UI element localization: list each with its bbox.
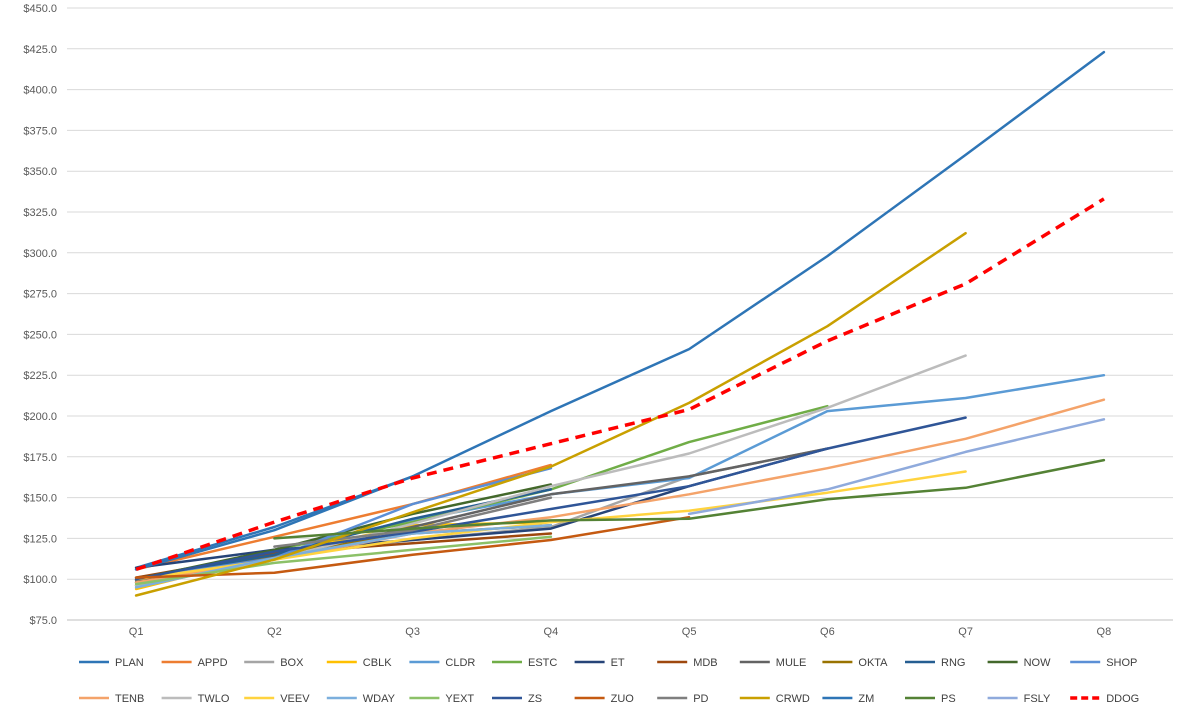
series-line-fsly [687, 418, 1106, 516]
legend-item-ps: PS [905, 693, 956, 705]
legend-label: OKTA [858, 657, 888, 669]
legend-label: PS [941, 693, 956, 705]
series-line-ddog [135, 197, 1105, 572]
series-line-pd [273, 496, 553, 548]
legend-item-rng: RNG [905, 657, 965, 669]
series-line-zuo [134, 515, 691, 579]
legend-item-cblk: CBLK [326, 657, 392, 669]
legend-label: PD [693, 693, 708, 705]
legend-label: VEEV [280, 693, 310, 705]
legend-item-veev: VEEV [244, 693, 310, 705]
legend-item-zuo: ZUO [574, 693, 635, 705]
legend-label: TENB [115, 693, 144, 705]
legend-label: FSLY [1024, 693, 1051, 705]
y-tick-label: $200.0 [23, 411, 57, 423]
legend-item-et: ET [574, 657, 625, 669]
y-tick-label: $75.0 [29, 615, 57, 627]
legend-label: WDAY [363, 693, 396, 705]
legend-item-pd: PD [657, 693, 709, 705]
y-tick-label: $275.0 [23, 289, 57, 301]
y-axis-ticks: $75.0 $100.0 $125.0 $150.0 $175.0 $200.0 $225.… [23, 3, 57, 627]
x-tick-label: Q1 [129, 626, 144, 638]
legend-label: SHOP [1106, 657, 1137, 669]
legend-label: MDB [693, 657, 717, 669]
legend-label: CLDR [445, 657, 475, 669]
y-tick-label: $450.0 [23, 3, 57, 15]
legend-item-estc: ESTC [492, 657, 557, 669]
x-axis-ticks: Q1 Q2 Q3 Q4 Q5 Q6 Q7 Q8 [129, 626, 1111, 638]
legend-label: YEXT [445, 693, 474, 705]
legend-label: RNG [941, 657, 965, 669]
legend-label: MULE [776, 657, 807, 669]
x-tick-label: Q7 [958, 626, 973, 638]
series-line-appd [134, 463, 553, 571]
x-tick-label: Q8 [1097, 626, 1112, 638]
y-tick-label: $125.0 [23, 533, 57, 545]
legend-item-okta: OKTA [822, 657, 888, 669]
legend-label: CRWD [776, 693, 810, 705]
series-line-yext [134, 535, 553, 586]
x-tick-label: Q3 [405, 626, 420, 638]
legend-label: ZUO [611, 693, 635, 705]
legend-item-now: NOW [987, 657, 1052, 669]
series-line-crwd [134, 231, 967, 597]
y-tick-label: $175.0 [23, 452, 57, 464]
legend-label: CBLK [363, 657, 392, 669]
legend-item-crwd: CRWD [739, 693, 810, 705]
legend-item-fsly: FSLY [987, 693, 1051, 705]
series-line-ps [273, 458, 1106, 540]
x-tick-label: Q5 [682, 626, 697, 638]
y-tick-label: $375.0 [23, 125, 57, 137]
y-tick-label: $425.0 [23, 44, 57, 56]
legend-label: APPD [198, 657, 228, 669]
legend-item-ddog: DDOG [1070, 693, 1139, 705]
y-tick-label: $325.0 [23, 207, 57, 219]
legend-label: TWLO [198, 693, 230, 705]
legend-label: NOW [1024, 657, 1052, 669]
legend-item-yext: YEXT [409, 693, 474, 705]
legend-item-tenb: TENB [79, 693, 144, 705]
series-lines [134, 50, 1106, 597]
legend-item-zs: ZS [492, 693, 542, 705]
series-line-zm [134, 50, 1106, 571]
legend-item-plan: PLAN [79, 657, 144, 669]
legend-item-box: BOX [244, 657, 304, 669]
legend: PLAN APPD BOX CBLK CLDR ESTC ET MDB MULE OKTA RNG N… [79, 657, 1139, 705]
y-tick-label: $150.0 [23, 493, 57, 505]
legend-item-cldr: CLDR [409, 657, 475, 669]
legend-item-twlo: TWLO [161, 693, 230, 705]
y-tick-label: $225.0 [23, 370, 57, 382]
y-tick-label: $100.0 [23, 574, 57, 586]
legend-item-appd: APPD [161, 657, 228, 669]
series-line-zs [134, 416, 967, 581]
y-tick-label: $250.0 [23, 329, 57, 341]
legend-item-zm: ZM [822, 693, 874, 705]
y-tick-label: $400.0 [23, 85, 57, 97]
legend-label: ZM [858, 693, 874, 705]
legend-label: PLAN [115, 657, 144, 669]
legend-item-mdb: MDB [657, 657, 718, 669]
legend-label: ZS [528, 693, 542, 705]
x-tick-label: Q4 [544, 626, 559, 638]
legend-item-mule: MULE [739, 657, 807, 669]
x-tick-label: Q6 [820, 626, 835, 638]
gridlines [67, 7, 1173, 621]
legend-item-shop: SHOP [1070, 657, 1137, 669]
x-tick-label: Q2 [267, 626, 282, 638]
legend-label: ESTC [528, 657, 557, 669]
y-tick-label: $350.0 [23, 166, 57, 178]
legend-label: BOX [280, 657, 304, 669]
y-tick-label: $300.0 [23, 248, 57, 260]
legend-item-wday: WDAY [326, 693, 396, 705]
legend-label: ET [611, 657, 625, 669]
legend-label: DDOG [1106, 693, 1139, 705]
